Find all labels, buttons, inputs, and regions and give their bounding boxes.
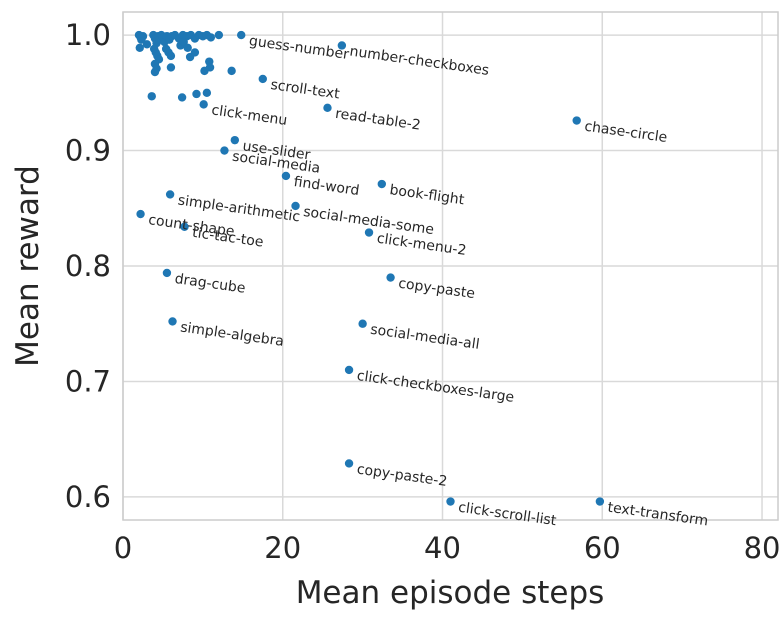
data-point	[142, 40, 152, 49]
y-tick-label: 0.8	[65, 249, 111, 283]
data-point	[386, 273, 395, 282]
data-point	[323, 103, 332, 113]
data-point	[344, 365, 354, 375]
tick-labels: 0 20 40 60 80 0.6 0.7 0.8 0.9 1.0	[65, 18, 781, 565]
point-label: text-transform	[607, 500, 710, 530]
data-point	[135, 43, 144, 52]
point-label: click-menu	[210, 102, 288, 128]
y-tick-label: 0.9	[65, 134, 111, 168]
point-label: scroll-text	[270, 77, 342, 103]
data-point	[166, 63, 176, 72]
data-point	[177, 93, 187, 102]
data-point	[192, 89, 201, 99]
point-label: drag-cube	[174, 271, 247, 297]
x-tick-label: 40	[424, 531, 461, 565]
grid-lines	[122, 12, 778, 520]
data-point	[162, 268, 172, 278]
data-point	[180, 222, 189, 231]
data-point	[199, 100, 208, 109]
data-point	[202, 88, 212, 98]
point-label: guess-number	[248, 33, 350, 63]
data-point	[190, 48, 200, 57]
data-point	[281, 171, 291, 181]
data-point	[595, 497, 605, 506]
data-point	[150, 67, 160, 77]
plot-area-frame	[122, 11, 779, 521]
point-label: read-table-2	[334, 106, 421, 134]
data-point	[230, 135, 240, 145]
data-point	[258, 74, 267, 84]
data-point	[206, 33, 216, 42]
y-axis-label: Mean reward	[10, 165, 46, 367]
point-label: social-media-all	[369, 322, 480, 353]
data-point	[446, 497, 455, 506]
point-label: number-checkboxes	[349, 44, 490, 79]
data-point	[344, 459, 354, 468]
data-point	[337, 41, 347, 50]
y-tick-label: 0.6	[65, 480, 111, 514]
point-label: chase-circle	[583, 119, 668, 146]
y-tick-label: 1.0	[65, 18, 111, 52]
x-tick-label: 60	[584, 531, 621, 565]
point-label: tic-tac-toe	[191, 225, 264, 251]
x-tick-label: 20	[264, 531, 301, 565]
data-point	[168, 317, 177, 326]
data-point	[291, 201, 300, 211]
data-point	[205, 63, 215, 72]
data-point	[358, 319, 367, 328]
data-point	[166, 51, 176, 61]
data-point	[138, 32, 148, 41]
point-label: book-flight	[389, 182, 466, 208]
data-point	[227, 66, 236, 76]
data-point	[237, 30, 246, 40]
x-axis-label: Mean episode steps	[296, 575, 605, 611]
point-label: find-word	[293, 174, 361, 199]
x-tick-label: 80	[744, 531, 781, 565]
point-label: copy-paste-2	[356, 461, 448, 490]
data-point	[147, 92, 156, 101]
data-point	[214, 30, 224, 40]
x-tick-label: 0	[114, 531, 132, 565]
point-label: copy-paste	[397, 276, 476, 303]
data-point	[183, 43, 192, 52]
data-point	[364, 228, 374, 237]
data-point	[377, 179, 387, 189]
data-point	[572, 116, 581, 125]
point-label: simple-algebra	[179, 319, 285, 349]
y-tick-label: 0.7	[65, 364, 111, 398]
point-label: click-checkboxes-large	[356, 368, 515, 406]
data-point	[220, 146, 229, 155]
data-point	[165, 190, 175, 199]
point-label: click-scroll-list	[457, 500, 558, 530]
data-point	[136, 209, 145, 219]
data-points	[134, 30, 605, 506]
